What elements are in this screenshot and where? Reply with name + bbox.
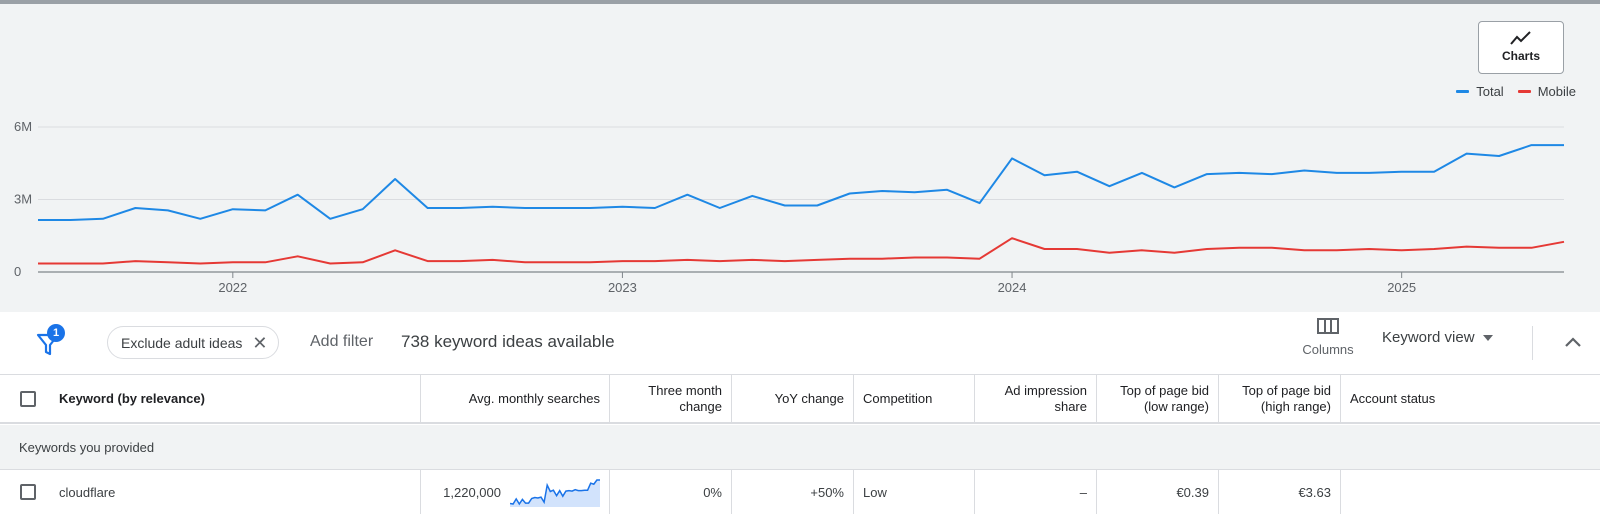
keyword-cell: cloudflare	[59, 484, 116, 500]
header-three-month-change[interactable]: Three month change	[609, 375, 731, 422]
toolbar-divider	[1532, 326, 1533, 360]
sparkline-line	[510, 479, 600, 506]
add-filter-button[interactable]: Add filter	[310, 333, 374, 350]
header-ad-impression-share[interactable]: Ad impression share	[974, 375, 1096, 422]
row-checkbox[interactable]	[20, 484, 36, 500]
x-tick-label: 2022	[218, 280, 247, 295]
charts-button[interactable]: Charts	[1478, 21, 1564, 74]
avg-searches-value: 1,220,000	[443, 484, 501, 500]
filter-toolbar: 1 Exclude adult ideas ✕ Add filter 738 k…	[0, 312, 1600, 374]
section-keywords-provided: Keywords you provided	[0, 425, 1600, 470]
trend-icon	[1510, 31, 1531, 45]
select-all-checkbox[interactable]	[20, 390, 36, 407]
select-all-cell	[11, 375, 51, 422]
y-tick-label: 6M	[14, 119, 32, 134]
header-bid-low[interactable]: Top of page bid (low range)	[1096, 375, 1218, 422]
table-header: Keyword (by relevance) Avg. monthly sear…	[0, 374, 1600, 424]
x-tick-label: 2023	[608, 280, 637, 295]
search-trend-sparkline	[510, 479, 600, 507]
legend-label-total: Total	[1476, 84, 1504, 99]
filter-count-badge: 1	[47, 324, 65, 342]
competition-cell: Low	[853, 470, 974, 514]
header-account-status[interactable]: Account status	[1340, 375, 1600, 422]
columns-icon	[1317, 318, 1339, 334]
header-competition[interactable]: Competition	[853, 375, 974, 422]
legend-item-total[interactable]: Total	[1456, 84, 1504, 99]
columns-label: Columns	[1302, 342, 1354, 357]
chart-legend: Total Mobile	[1456, 84, 1576, 99]
y-tick-label: 0	[14, 264, 21, 279]
keyword-view-dropdown[interactable]: Keyword view	[1382, 329, 1493, 346]
charts-button-label: Charts	[1501, 49, 1540, 63]
yoy-change-cell: +50%	[731, 470, 853, 514]
bid-low-cell: €0.39	[1096, 470, 1218, 514]
account-status-cell	[1340, 470, 1600, 514]
bid-high-cell: €3.63	[1218, 470, 1340, 514]
series-line-mobile	[38, 237, 1565, 265]
header-yoy-change[interactable]: YoY change	[731, 375, 853, 422]
three-month-change-cell: 0%	[609, 470, 731, 514]
series-line-total	[38, 144, 1564, 221]
close-icon[interactable]: ✕	[252, 332, 268, 353]
legend-swatch-mobile	[1517, 90, 1531, 93]
ad-impression-share-cell: –	[974, 470, 1096, 514]
chevron-up-icon[interactable]	[1560, 329, 1586, 355]
header-keyword[interactable]: Keyword (by relevance)	[59, 390, 205, 406]
trend-chart: 6M 3M 0 2022 2023 2024 2025	[14, 119, 1565, 295]
header-avg-searches[interactable]: Avg. monthly searches	[420, 375, 609, 422]
header-bid-high[interactable]: Top of page bid (high range)	[1218, 375, 1340, 422]
legend-label-mobile: Mobile	[1537, 84, 1576, 99]
caret-down-icon	[1482, 334, 1493, 341]
exclude-adult-ideas-chip[interactable]: Exclude adult ideas ✕	[107, 326, 279, 359]
table-row[interactable]: cloudflare 1,220,000 0% +50% Low – €0.39…	[0, 470, 1600, 514]
keyword-view-label: Keyword view	[1382, 329, 1475, 346]
legend-swatch-total	[1456, 90, 1470, 93]
x-tick-label: 2025	[1387, 280, 1416, 295]
row-checkbox-cell	[11, 470, 51, 514]
x-tick-label: 2024	[998, 280, 1027, 295]
avg-searches-cell: 1,220,000	[420, 470, 609, 514]
columns-button[interactable]: Columns	[1298, 318, 1358, 357]
keyword-ideas-count: 738 keyword ideas available	[401, 332, 615, 351]
legend-item-mobile[interactable]: Mobile	[1517, 84, 1576, 99]
chip-label: Exclude adult ideas	[121, 334, 243, 351]
y-tick-label: 3M	[14, 192, 32, 207]
